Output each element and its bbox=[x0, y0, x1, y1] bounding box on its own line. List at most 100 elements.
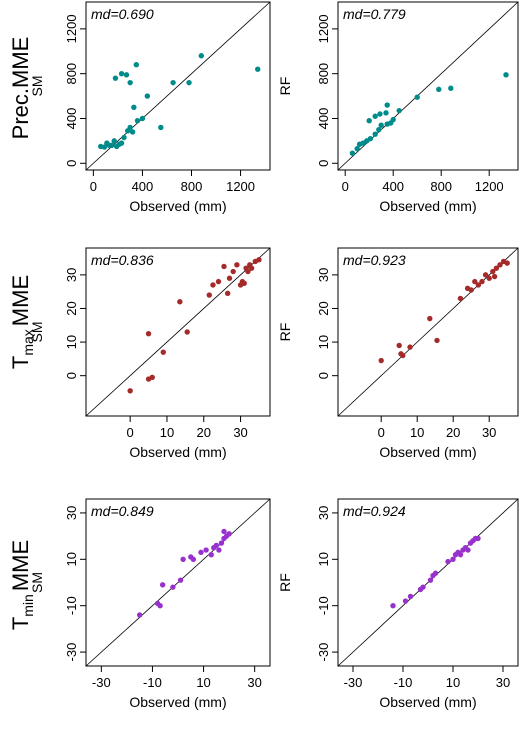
data-point bbox=[378, 122, 384, 128]
data-point bbox=[445, 558, 451, 565]
data-point bbox=[434, 337, 440, 344]
data-point bbox=[118, 140, 125, 146]
data-point bbox=[159, 582, 166, 588]
plot-frame bbox=[85, 498, 271, 667]
data-point bbox=[123, 72, 130, 78]
data-point bbox=[490, 268, 496, 275]
y-tick-label: 0 bbox=[316, 160, 331, 167]
y-tick-label: 10 bbox=[316, 335, 331, 349]
data-point bbox=[129, 129, 136, 135]
scatter-panel-prec-rf: 0 400 800 1200 0 400 800 1200 md=0.779 Observed (… bbox=[277, 1, 519, 214]
data-point bbox=[245, 268, 251, 275]
x-tick-label: -10 bbox=[394, 675, 413, 690]
plot-frame bbox=[337, 498, 519, 667]
y-axis-label: SM bbox=[29, 572, 45, 593]
scatter-panel-tmax-sm: 0 10 20 30 0 10 20 30 md=0.836 Observed (mm) SM bbox=[29, 247, 271, 460]
y-tick-label: 1200 bbox=[64, 14, 79, 43]
data-point bbox=[170, 584, 176, 590]
data-point bbox=[372, 131, 378, 137]
data-point bbox=[203, 547, 209, 553]
y-tick-label: 30 bbox=[64, 506, 79, 520]
data-point bbox=[221, 528, 227, 535]
data-point bbox=[482, 272, 489, 278]
data-point bbox=[384, 102, 390, 108]
data-point bbox=[112, 75, 119, 81]
x-tick-label: 0 bbox=[127, 425, 134, 440]
md-annotation: md=0.923 bbox=[343, 252, 406, 268]
data-point bbox=[497, 262, 503, 268]
x-tick-label: 0 bbox=[342, 179, 349, 194]
data-point bbox=[226, 275, 233, 281]
data-point bbox=[390, 602, 396, 609]
data-point bbox=[216, 547, 222, 553]
data-point bbox=[121, 134, 127, 141]
identity-line bbox=[85, 247, 271, 417]
data-point bbox=[127, 124, 133, 131]
y-tick-label: 10 bbox=[64, 335, 79, 349]
data-point bbox=[131, 104, 137, 110]
data-point bbox=[396, 107, 402, 114]
y-tick-label: 30 bbox=[316, 268, 331, 282]
md-annotation: md=0.836 bbox=[91, 252, 154, 268]
y-tick-label: 800 bbox=[64, 63, 79, 85]
data-point bbox=[468, 287, 474, 293]
data-point bbox=[436, 86, 442, 93]
data-point bbox=[133, 62, 139, 68]
data-point bbox=[372, 113, 378, 119]
md-annotation: md=0.849 bbox=[91, 503, 154, 519]
x-axis-label: Observed (mm) bbox=[129, 444, 226, 460]
data-point bbox=[230, 268, 236, 275]
x-tick-label: 20 bbox=[446, 425, 460, 440]
data-point bbox=[256, 257, 262, 263]
data-point bbox=[109, 142, 115, 149]
data-point bbox=[218, 540, 225, 546]
data-point bbox=[420, 584, 426, 590]
y-tick-label: 20 bbox=[316, 301, 331, 315]
data-point bbox=[255, 66, 261, 72]
x-tick-label: -30 bbox=[92, 675, 111, 690]
x-tick-label: 0 bbox=[378, 425, 385, 440]
y-tick-label: 10 bbox=[64, 552, 79, 566]
x-tick-label: 0 bbox=[90, 179, 97, 194]
data-point bbox=[400, 352, 406, 359]
data-point bbox=[378, 357, 384, 364]
data-point bbox=[475, 282, 482, 288]
data-point bbox=[127, 79, 133, 86]
md-annotation: md=0.924 bbox=[343, 503, 406, 519]
scatter-panel-prec-sm: 0 400 800 1200 0 400 800 1200 md=0.690 Observed (… bbox=[29, 1, 271, 214]
y-tick-label: 0 bbox=[316, 372, 331, 379]
data-point bbox=[221, 263, 227, 270]
data-point bbox=[157, 602, 163, 609]
x-tick-label: 400 bbox=[132, 179, 154, 194]
data-point bbox=[354, 146, 360, 152]
data-point bbox=[208, 551, 214, 558]
y-tick-label: 400 bbox=[316, 108, 331, 130]
data-point bbox=[134, 118, 141, 124]
data-point bbox=[396, 342, 402, 349]
data-point bbox=[139, 115, 146, 122]
y-tick-label: 800 bbox=[316, 63, 331, 85]
data-point bbox=[390, 116, 396, 123]
data-point bbox=[170, 79, 176, 86]
md-annotation: md=0.690 bbox=[91, 6, 154, 22]
y-axis-label: RF bbox=[277, 77, 293, 96]
plot-frame bbox=[337, 247, 519, 417]
data-point bbox=[407, 593, 414, 600]
x-axis-label: Observed (mm) bbox=[129, 694, 226, 710]
data-point bbox=[111, 138, 117, 144]
row-label-prec: Prec.MME bbox=[8, 37, 33, 140]
data-point bbox=[158, 124, 164, 131]
plot-frame bbox=[85, 247, 271, 417]
data-point bbox=[503, 72, 509, 78]
x-tick-label: 800 bbox=[181, 179, 203, 194]
data-point bbox=[198, 549, 204, 556]
data-point bbox=[407, 344, 413, 350]
data-point bbox=[177, 577, 184, 583]
y-tick-label: 30 bbox=[64, 268, 79, 282]
scatter-panel-tmin-sm: -30 -10 10 30 -30 -10 10 30 md=0.849 Observed (mm… bbox=[29, 498, 271, 710]
x-tick-label: 1200 bbox=[226, 179, 255, 194]
data-point bbox=[160, 349, 166, 355]
row-label-tmin: TminMME bbox=[8, 540, 36, 630]
data-point bbox=[504, 260, 510, 266]
data-point bbox=[248, 265, 255, 271]
